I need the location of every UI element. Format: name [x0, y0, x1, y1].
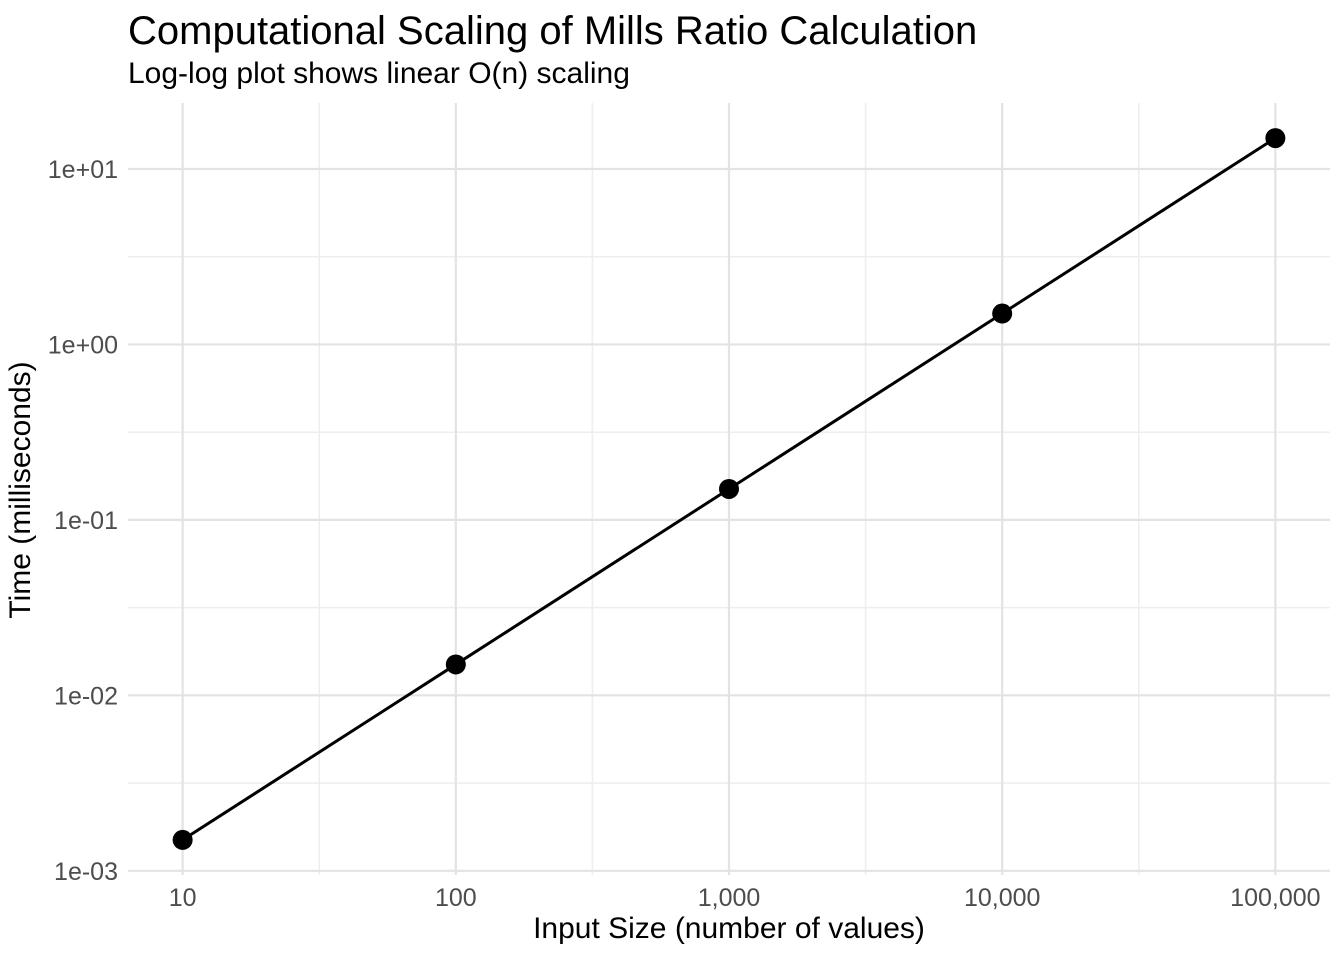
y-tick-label: 1e+01	[48, 156, 118, 184]
data-point	[992, 303, 1013, 324]
x-tick-label: 1,000	[698, 884, 761, 912]
x-tick-label: 100	[435, 884, 477, 912]
data-point	[1265, 128, 1286, 149]
x-tick-label: 10,000	[964, 884, 1040, 912]
y-tick-label: 1e-03	[54, 858, 118, 886]
y-tick-label: 1e+00	[48, 331, 118, 359]
y-axis-title: Time (milliseconds)	[4, 361, 37, 619]
data-point	[445, 654, 466, 675]
x-tick-label: 10	[169, 884, 197, 912]
x-axis-title: Input Size (number of values)	[533, 912, 925, 945]
x-tick-label: 100,000	[1230, 884, 1320, 912]
data-point	[719, 478, 739, 499]
chart-title: Computational Scaling of Mills Ratio Cal…	[128, 9, 978, 53]
data-point	[172, 829, 193, 850]
y-tick-label: 1e-02	[54, 682, 118, 710]
y-tick-label: 1e-01	[54, 507, 118, 535]
chart-subtitle: Log-log plot shows linear O(n) scaling	[128, 57, 630, 90]
